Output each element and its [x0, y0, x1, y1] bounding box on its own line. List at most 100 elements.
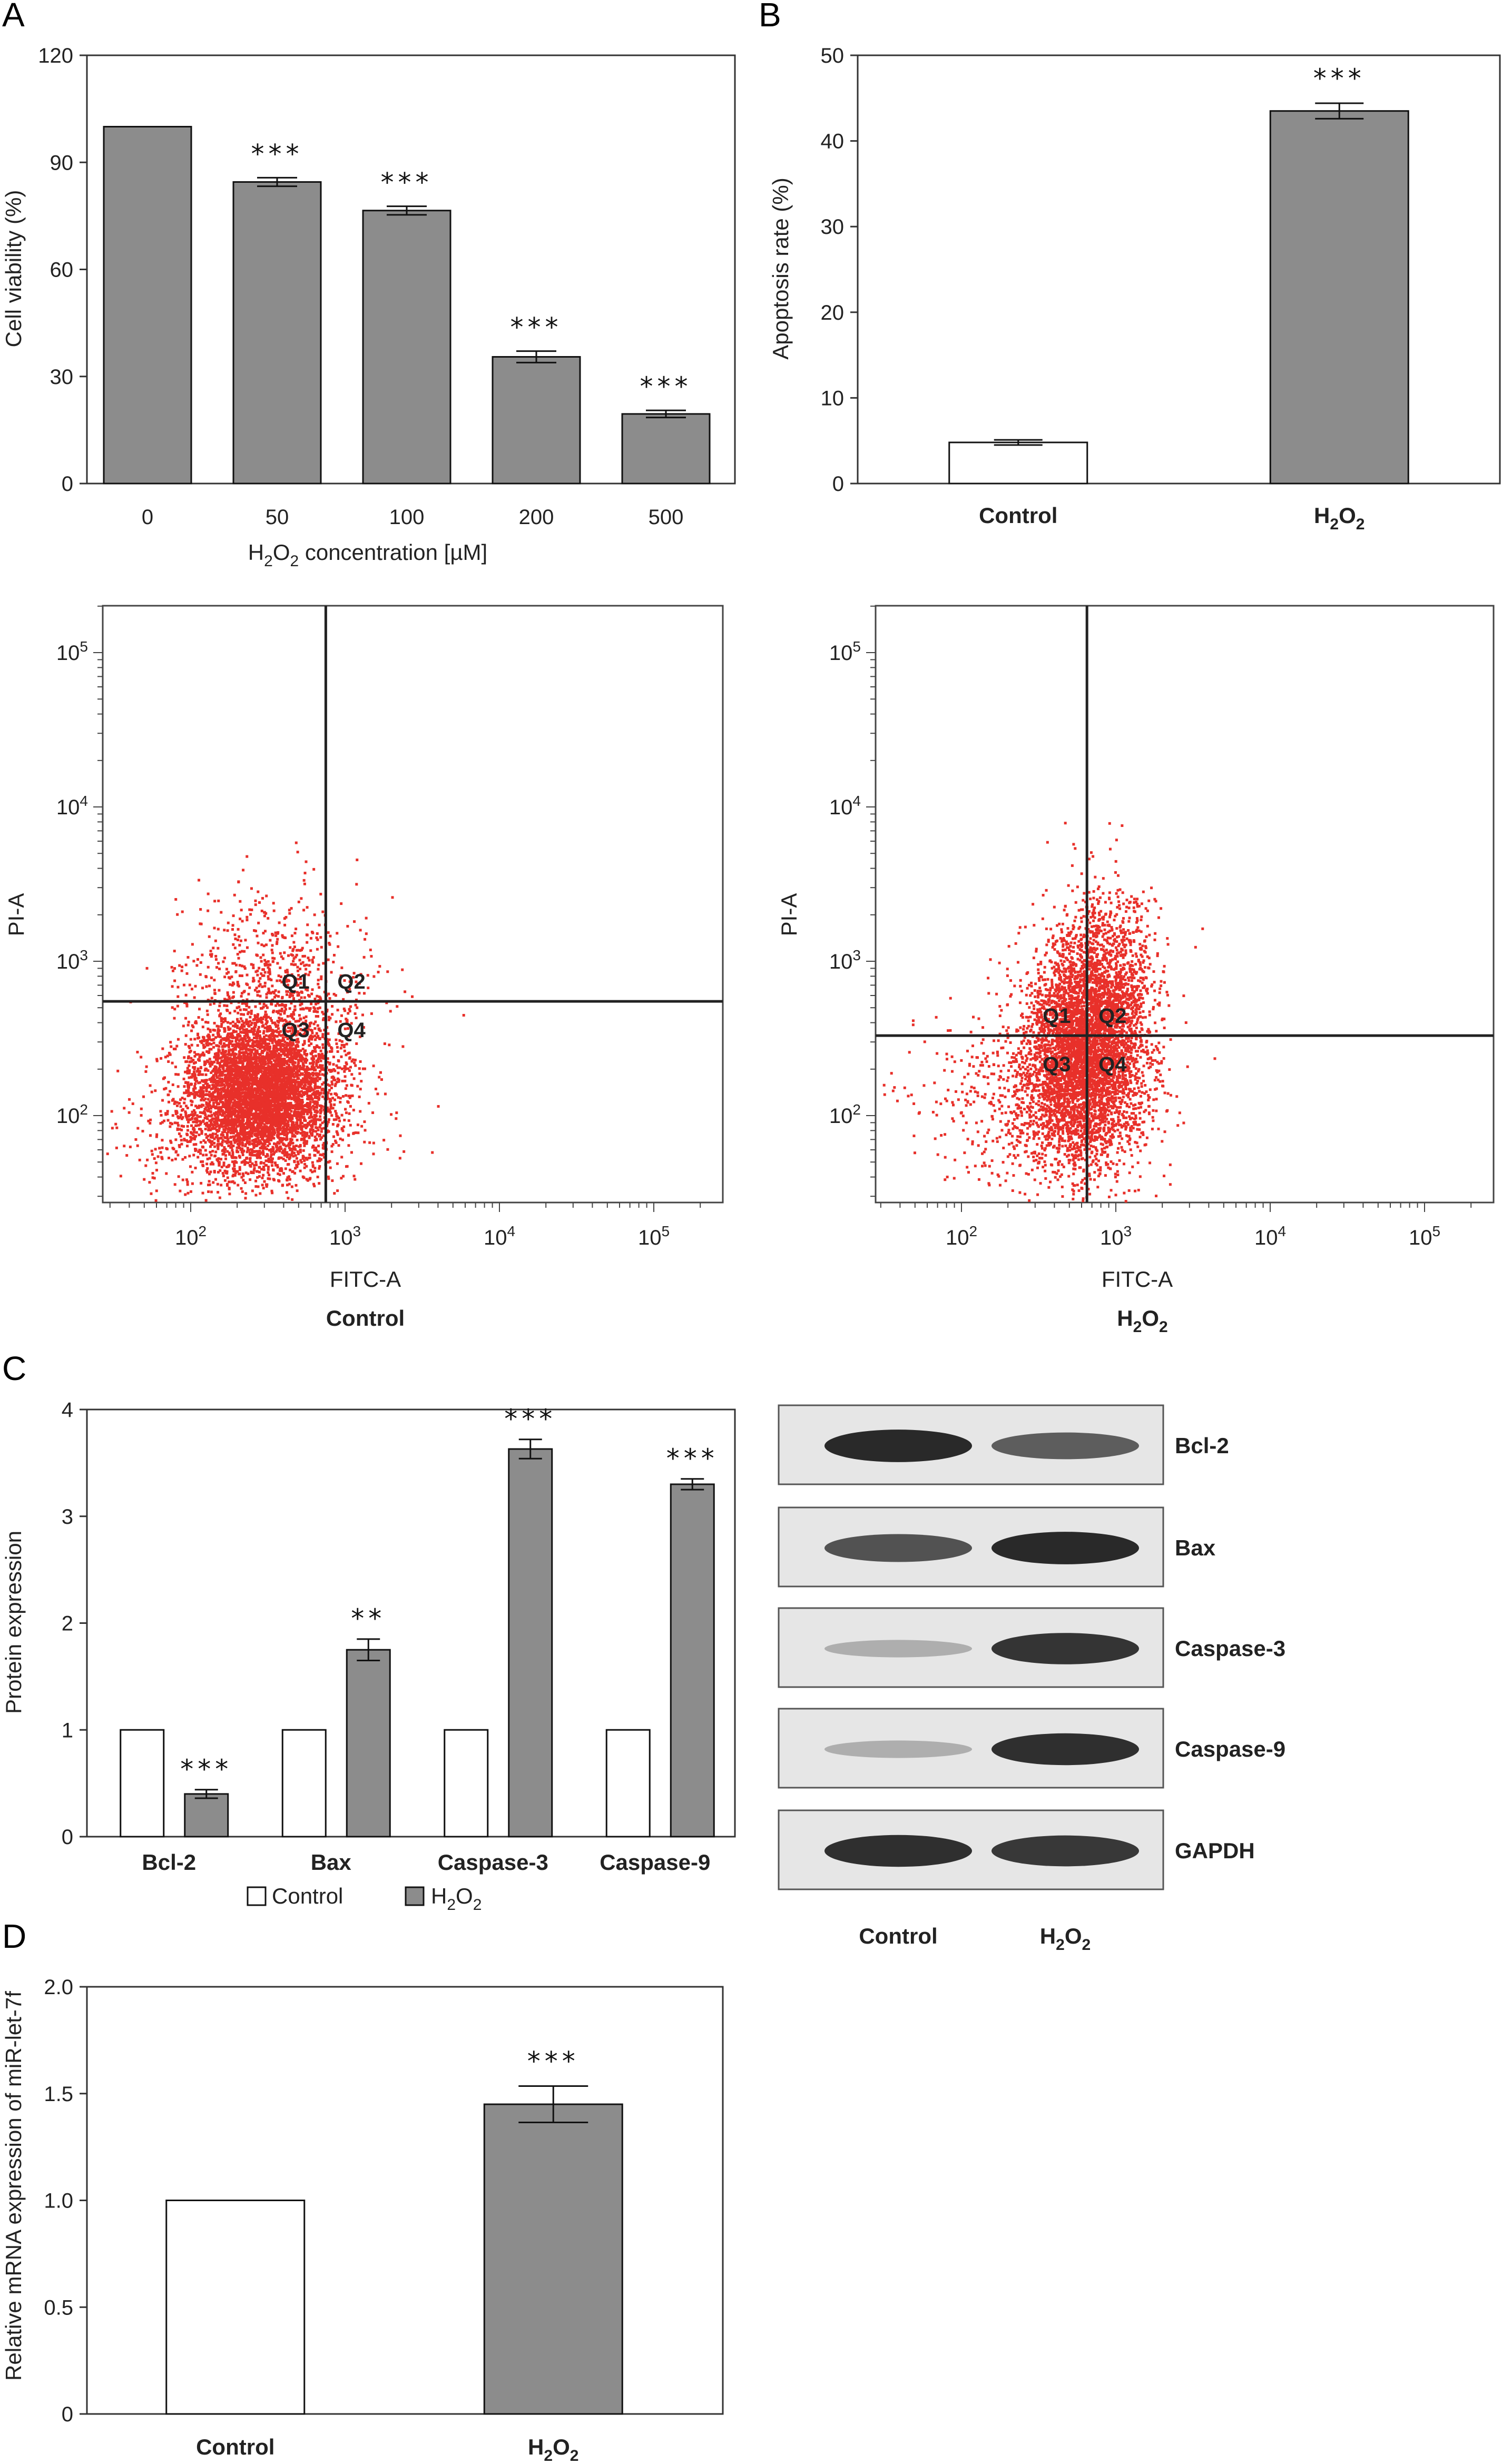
flow-point: [277, 1102, 280, 1105]
flow-point: [287, 1092, 290, 1096]
flow-point: [188, 1071, 191, 1075]
flow-point: [187, 1091, 190, 1094]
flow-point: [198, 1056, 201, 1059]
flow-point: [268, 1024, 271, 1028]
flow-point: [230, 1053, 233, 1057]
flow-point: [305, 1126, 308, 1129]
bar: [103, 126, 192, 485]
flow-point: [193, 1066, 197, 1069]
flow-point: [229, 1070, 232, 1073]
flow-point: [194, 1053, 198, 1056]
flow-point: [288, 1042, 291, 1046]
flow-point: [194, 1091, 197, 1094]
flow-point: [185, 1089, 188, 1092]
flow-point: [228, 1144, 231, 1147]
flow-point: [348, 1096, 351, 1099]
flow-point: [319, 1138, 322, 1141]
flow-point: [253, 1093, 257, 1097]
flow-point: [283, 1117, 287, 1120]
flow-point: [253, 1112, 256, 1116]
flow-point: [262, 1075, 265, 1078]
flow-point: [212, 1041, 215, 1044]
flow-point: [263, 1035, 266, 1038]
flow-point: [239, 1028, 242, 1031]
flow-point: [307, 1082, 310, 1085]
flow-point: [282, 1149, 285, 1152]
flow-point: [277, 1048, 280, 1051]
flow-point: [320, 1056, 323, 1059]
flow-point: [160, 1113, 163, 1117]
flow-point: [310, 1038, 313, 1041]
flow-point: [250, 1074, 253, 1077]
flow-point: [320, 1055, 323, 1058]
flow-point: [269, 1058, 272, 1061]
flow-point: [262, 1139, 266, 1142]
flow-point: [222, 1161, 225, 1165]
flow-point: [232, 1111, 235, 1115]
flow-point: [303, 1085, 306, 1088]
flow-point: [223, 1136, 226, 1139]
flow-point: [216, 1076, 219, 1079]
flow-point: [348, 1069, 351, 1072]
flow-point: [290, 1123, 293, 1127]
flow-point: [254, 1059, 258, 1062]
flow-point: [293, 1110, 296, 1113]
flow-point: [313, 1154, 316, 1157]
flow-point: [211, 1061, 214, 1064]
flow-point: [192, 1143, 195, 1146]
flow-point: [322, 1152, 325, 1156]
y-tick-label: 30: [50, 366, 74, 389]
flow-point: [222, 1121, 225, 1124]
flow-point: [269, 1017, 272, 1020]
flow-point: [249, 1091, 252, 1094]
flow-point: [208, 984, 211, 988]
flow-point: [178, 1102, 181, 1105]
flow-point: [276, 1049, 279, 1052]
flow-point: [159, 1110, 162, 1113]
flow-point: [231, 1151, 234, 1154]
flow-point: [213, 1141, 216, 1145]
flow-point: [205, 1101, 208, 1104]
flow-point: [249, 1059, 252, 1062]
flow-point: [255, 1104, 258, 1107]
flow-point: [252, 1056, 255, 1059]
flow-point: [140, 1056, 143, 1059]
flow-point: [267, 1062, 270, 1065]
flow-point: [254, 1056, 258, 1059]
flow-point: [166, 1054, 169, 1058]
flow-point: [257, 1066, 260, 1069]
flow-point: [161, 1139, 164, 1142]
flow-point: [283, 1102, 287, 1106]
flow-point: [347, 1027, 350, 1030]
flow-point: [320, 1066, 323, 1069]
flow-point: [172, 1098, 175, 1101]
flow-point: [264, 1088, 268, 1091]
flow-point: [327, 1177, 330, 1180]
flow-point: [259, 1078, 262, 1081]
flow-point: [223, 1125, 227, 1128]
flow-point: [268, 1142, 271, 1146]
flow-point: [334, 994, 337, 997]
flow-point: [202, 1036, 205, 1039]
flow-point: [189, 1136, 192, 1139]
flow-point: [270, 1161, 273, 1164]
flow-point: [277, 1090, 280, 1093]
flow-point: [294, 1154, 297, 1157]
flow-point: [281, 1139, 284, 1142]
flow-point: [250, 1049, 253, 1052]
flow-point: [279, 1045, 282, 1048]
flow-point: [237, 1112, 240, 1115]
flow-point: [205, 1093, 208, 1096]
flow-point: [167, 1081, 170, 1084]
flow-point: [280, 1118, 283, 1121]
flow-point: [233, 1093, 237, 1096]
flow-point: [277, 1131, 280, 1134]
flow-point: [243, 1181, 247, 1184]
flow-point: [261, 1147, 264, 1150]
flow-point: [194, 1143, 198, 1146]
flow-point: [208, 1093, 211, 1097]
flow-point: [284, 1145, 288, 1148]
flow-point: [267, 1083, 270, 1086]
flow-point: [243, 1031, 246, 1034]
flow-point: [256, 1127, 259, 1130]
